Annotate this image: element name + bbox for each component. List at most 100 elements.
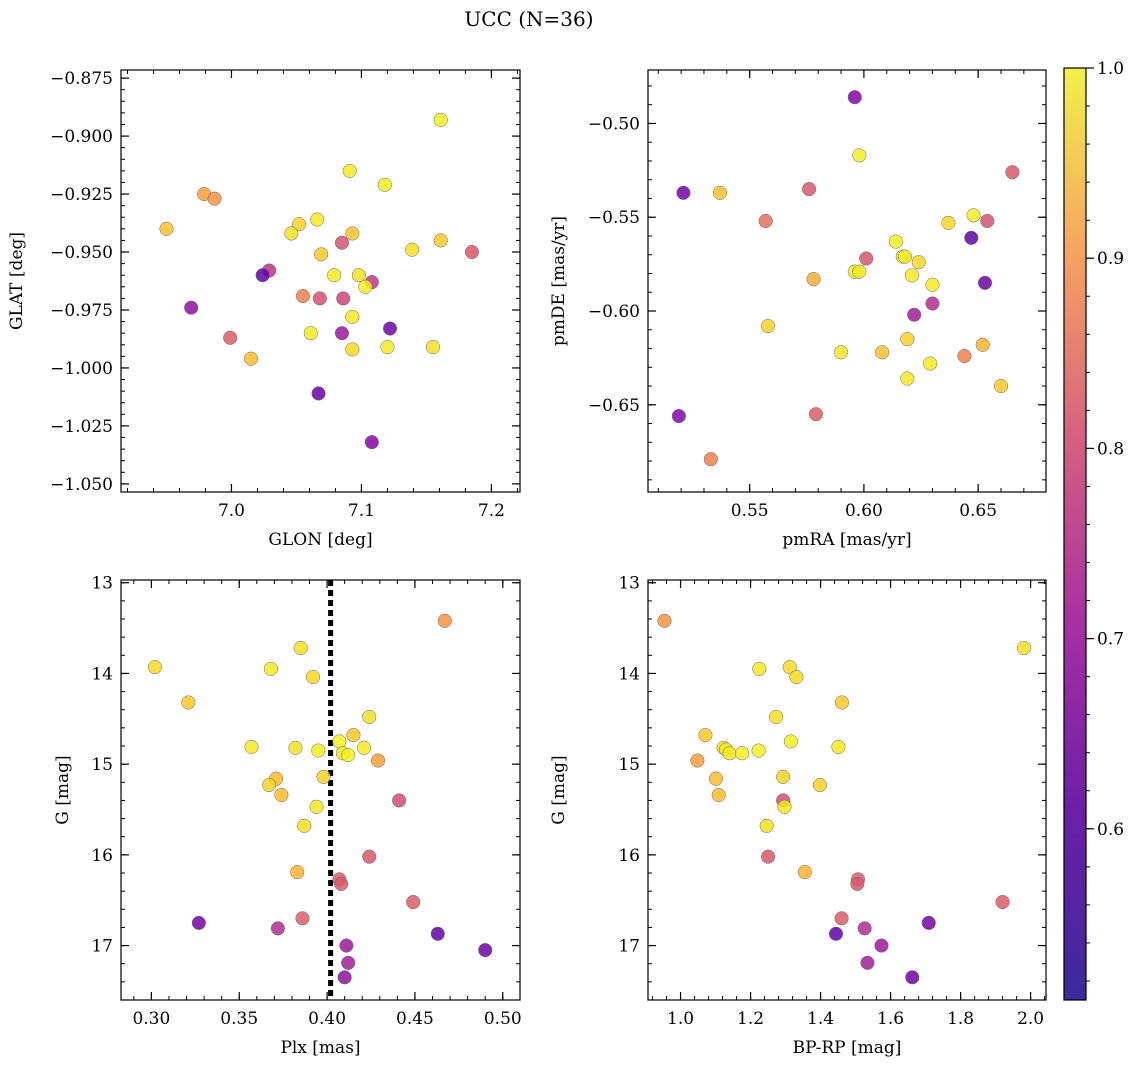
colorbar-gradient	[1063, 67, 1087, 1001]
scatter-point	[392, 793, 407, 808]
y-axis-label: G [mag]	[549, 755, 569, 824]
plot-frame	[647, 69, 1047, 493]
scatter-point	[751, 743, 766, 758]
scatter-point	[850, 876, 865, 891]
scatter-point	[711, 787, 726, 803]
scatter-point	[777, 799, 792, 814]
scatter-point	[341, 748, 356, 763]
y-tick-label: −0.975	[50, 301, 113, 321]
scatter-point	[380, 340, 395, 355]
scatter-point	[752, 661, 767, 676]
scatter-point	[147, 660, 162, 675]
scatter-point	[274, 787, 289, 803]
scatter-point	[288, 740, 303, 755]
scatter-point	[181, 695, 196, 710]
scatter-point	[191, 915, 206, 930]
scatter-point	[758, 213, 773, 229]
scatter-point	[345, 226, 360, 241]
scatter-point	[806, 272, 821, 287]
scatter-point	[364, 435, 379, 450]
scatter-point	[478, 943, 493, 958]
colorbar-tick-label: 1.0	[1097, 59, 1124, 79]
scatter-point	[1016, 640, 1031, 656]
scatter-point	[345, 342, 360, 357]
y-axis-label: GLAT [deg]	[7, 232, 27, 330]
scatter-point	[263, 661, 278, 676]
y-tick-label: −0.50	[588, 114, 640, 134]
scatter-point	[262, 777, 277, 793]
x-tick-label: 1.0	[667, 1009, 694, 1029]
scatter-point	[769, 709, 784, 725]
x-tick-label: 0.35	[220, 1009, 258, 1029]
scatter-point	[712, 185, 728, 200]
scatter-point	[255, 268, 270, 283]
scatter-point	[897, 249, 913, 264]
colorbar: 0.6 0.7 0.8 0.9 1.0	[1063, 59, 1124, 1001]
scatter-point	[828, 926, 844, 941]
colorbar-tick-label: 0.6	[1097, 820, 1124, 840]
scatter-point	[904, 268, 919, 283]
scatter-point	[362, 709, 377, 725]
scatter-point	[223, 330, 238, 345]
y-tick-label: 17	[618, 937, 640, 957]
scatter-point	[852, 264, 867, 279]
scatter-point	[759, 818, 774, 833]
scatter-point	[797, 865, 812, 880]
scatter-point	[905, 970, 920, 985]
scatter-point	[370, 753, 386, 768]
scatter-point	[351, 268, 366, 283]
y-tick-label: 14	[91, 664, 113, 684]
panel-glon-glat: 7.0 7.1 7.2 −0.875 −0.900 −0.925 −0.950 −0.975 −…	[7, 69, 521, 550]
scatter-point	[941, 215, 956, 230]
y-tick-label: −1.025	[50, 417, 113, 437]
scatter-point	[337, 970, 352, 985]
scatter-point	[311, 386, 326, 401]
panel-bprp-g: 1.0 1.2 1.4 1.6 1.8 2.0 13 14 15 16 17 BP-RP [mag] G…	[549, 574, 1047, 1058]
y-tick-label: −0.65	[588, 396, 640, 416]
scatter-point	[776, 769, 791, 784]
colorbar-tick-label: 0.7	[1097, 630, 1124, 650]
scatter-point	[722, 746, 737, 761]
y-tick-label: 15	[91, 755, 113, 775]
colorbar-tick-label: 0.9	[1097, 249, 1124, 269]
scatter-point	[925, 277, 940, 292]
scatter-point	[464, 244, 479, 260]
scatter-point	[346, 728, 361, 743]
scatter-point	[698, 728, 713, 743]
scatter-point	[382, 321, 398, 336]
scatter-point	[977, 275, 993, 290]
scatter-point	[900, 332, 915, 347]
scatter-point	[993, 378, 1009, 394]
scatter-point	[295, 911, 310, 926]
scatter-point	[921, 915, 936, 930]
x-tick-label: 0.55	[731, 501, 769, 521]
y-tick-label: −0.875	[50, 69, 113, 89]
scatter-point	[980, 213, 995, 229]
y-tick-label: 16	[91, 846, 113, 866]
scatter-point	[316, 769, 331, 784]
scatter-point	[888, 234, 903, 249]
scatter-point	[310, 212, 325, 227]
x-tick-label: 0.50	[484, 1009, 522, 1029]
x-tick-label: 1.6	[877, 1009, 904, 1029]
x-tick-label: 0.65	[959, 501, 997, 521]
y-tick-label: 16	[618, 846, 640, 866]
scatter-point	[900, 371, 915, 386]
scatter-point	[433, 233, 448, 248]
scatter-point	[433, 112, 448, 127]
scatter-point	[292, 217, 307, 232]
scatter-point	[284, 226, 299, 241]
scatter-point	[860, 955, 875, 970]
scatter-point	[923, 356, 938, 371]
y-tick-label: 15	[618, 755, 640, 775]
x-tick-label: 0.40	[308, 1009, 346, 1029]
scatter-point	[243, 351, 259, 366]
scatter-point	[859, 251, 874, 266]
scatter-point	[802, 182, 817, 197]
scatter-point	[362, 849, 377, 864]
scatter-point	[339, 938, 354, 953]
scatter-point	[345, 309, 360, 324]
scatter-point	[708, 771, 723, 786]
y-axis-label: pmDE [mas/yr]	[549, 216, 569, 346]
